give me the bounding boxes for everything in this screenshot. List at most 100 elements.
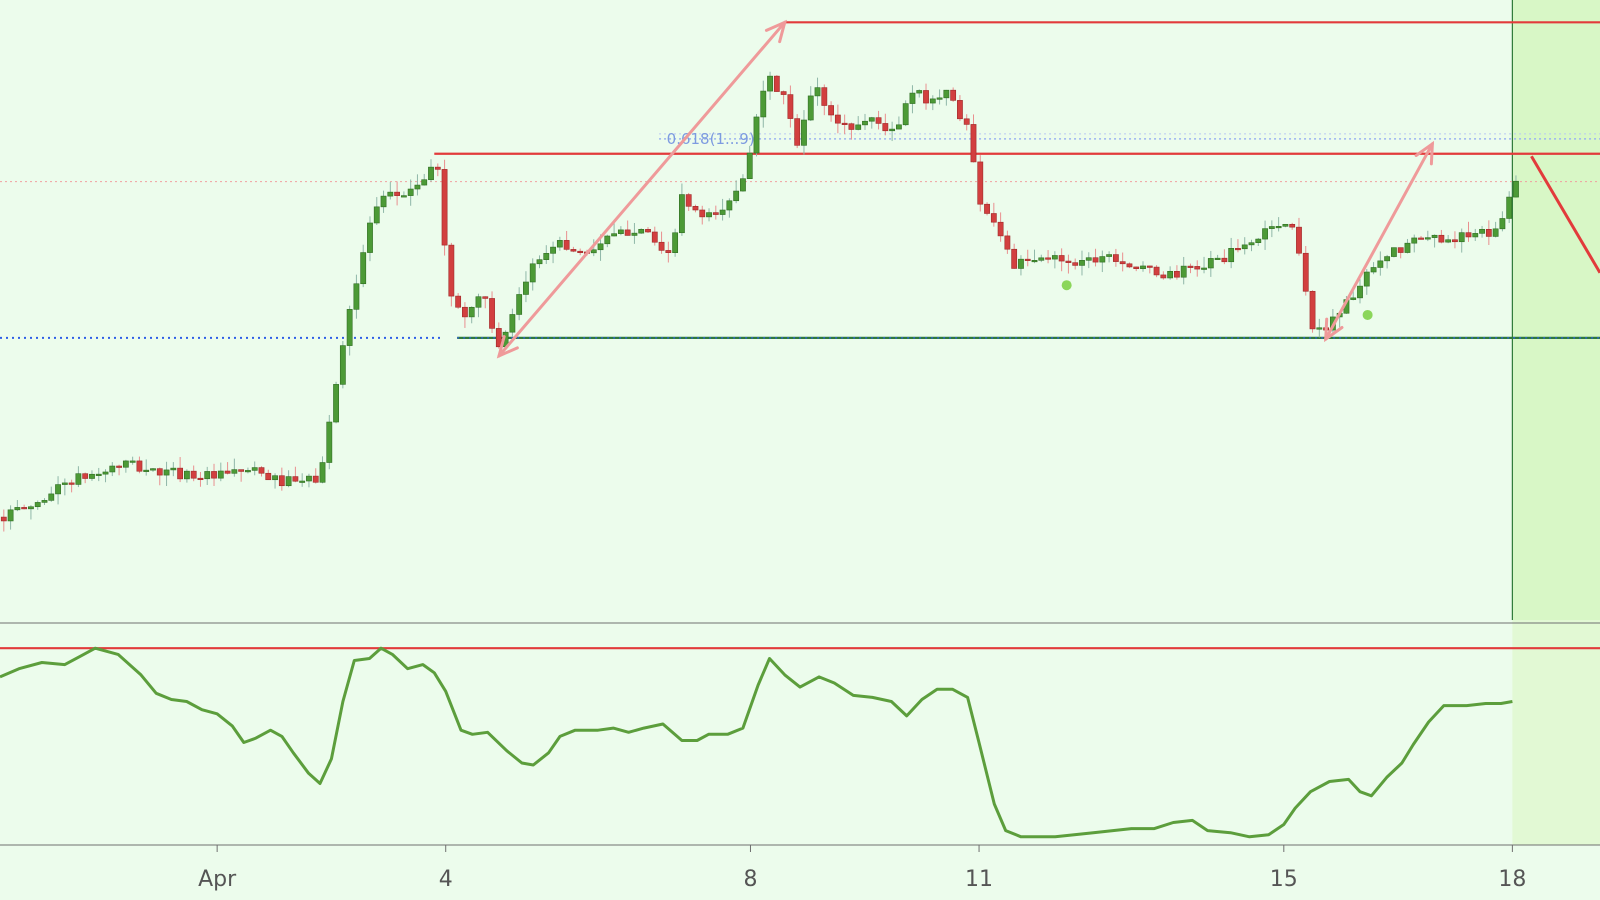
candle-bearish [1024,258,1031,261]
candle-bullish [204,471,211,480]
candle-bullish [611,233,617,237]
candle-bearish [1160,274,1167,279]
candle-bullish [333,384,339,423]
candle-bullish [529,263,536,283]
candle-bearish [950,89,957,101]
candle-bullish [326,421,333,463]
candle-bullish [1357,285,1363,299]
candle-bearish [1187,265,1194,268]
candle-bullish [339,345,346,385]
candle-bullish [1499,218,1506,230]
candle-bearish [1011,248,1018,269]
candle-bearish [1146,265,1153,268]
candle-bearish [462,306,468,318]
candle-bearish [197,477,204,481]
candle-bullish [638,229,645,234]
candle-bullish [1051,255,1058,260]
candle-bearish [1289,223,1296,228]
candle-bearish [821,87,828,106]
candle-bullish [1479,228,1485,234]
candle-bullish [1377,260,1384,268]
candle-bullish [28,506,34,510]
drawings-layer [496,19,1600,359]
candle-bullish [387,191,394,197]
candle-bullish [679,194,685,234]
candle-bearish [1092,257,1099,263]
candle-bearish [984,203,990,214]
candle-bullish [1140,265,1146,270]
candle-bullish [943,89,950,99]
candle-bearish [455,295,462,308]
candle-bearish [1194,266,1201,270]
candle-bearish [1174,270,1180,278]
candle-bullish [48,493,55,501]
candle-bullish [299,480,306,483]
price-levels-layer: 0.618(1...9) [0,21,1600,624]
candle-bullish [814,87,821,97]
candle-bullish [346,309,353,346]
candle-bearish [624,229,631,236]
candle-bullish [767,75,773,92]
candle-bullish [1391,247,1397,257]
candle-bearish [82,473,89,479]
candle-bullish [231,469,238,474]
candle-bearish [1397,247,1404,253]
candle-bullish [895,124,902,130]
candle-bearish [1133,266,1140,270]
candle-bearish [489,298,495,329]
candle-bullish [1282,223,1289,227]
candle-bullish [733,190,740,202]
candle-bearish [1221,257,1228,263]
candle-bearish [1296,226,1302,254]
candle-bearish [1119,261,1126,265]
candle-bullish [1404,242,1411,253]
candle-bullish [1445,239,1452,243]
candle-bullish [1031,260,1038,263]
x-axis: Apr 4 8 11 15 18 [0,844,1600,892]
candle-bullish [61,482,68,485]
candle-bullish [475,296,482,308]
candle-bullish [862,120,868,126]
candle-bearish [1126,263,1133,268]
swing-arrow-up-1 [497,20,787,358]
candle-bullish [523,281,529,295]
candle-bullish [536,259,543,265]
candle-bullish [1316,327,1323,330]
candle-bullish [590,249,597,254]
candle-bullish [7,509,14,522]
candle-bearish [875,117,882,124]
candle-bearish [1072,262,1079,266]
candle-bullish [807,95,814,121]
candle-bearish [394,191,401,196]
candle-bullish [929,98,936,104]
candle-bearish [1465,232,1472,238]
candle-bullish [163,469,170,476]
swing-arrow-up-1-head-start [496,335,519,359]
candle-bullish [1363,271,1370,287]
candle-bearish [780,91,787,95]
candle-bullish [109,465,116,473]
candle-bearish [699,209,706,218]
swing-arrow-up-1-head-end [764,19,788,44]
candle-bearish [773,75,780,92]
candle-bearish [156,468,163,476]
candle-bullish [1431,234,1438,238]
candle-bearish [963,118,970,125]
candle-bearish [1302,252,1309,292]
candle-bearish [136,460,143,472]
candle-bearish [841,122,848,125]
candle-bearish [957,100,963,120]
candle-bullish [516,294,523,315]
candle-bullish [509,314,516,333]
candle-bearish [482,296,489,299]
x-tick-label: 11 [965,867,993,892]
candle-bullish [1506,196,1513,219]
candle-bullish [272,475,278,481]
candle-bullish [753,116,760,154]
candle-bearish [665,250,672,253]
candle-bullish [170,467,177,471]
candle-bullish [1018,258,1024,269]
candle-bullish [909,92,916,104]
candle-bearish [265,472,272,481]
